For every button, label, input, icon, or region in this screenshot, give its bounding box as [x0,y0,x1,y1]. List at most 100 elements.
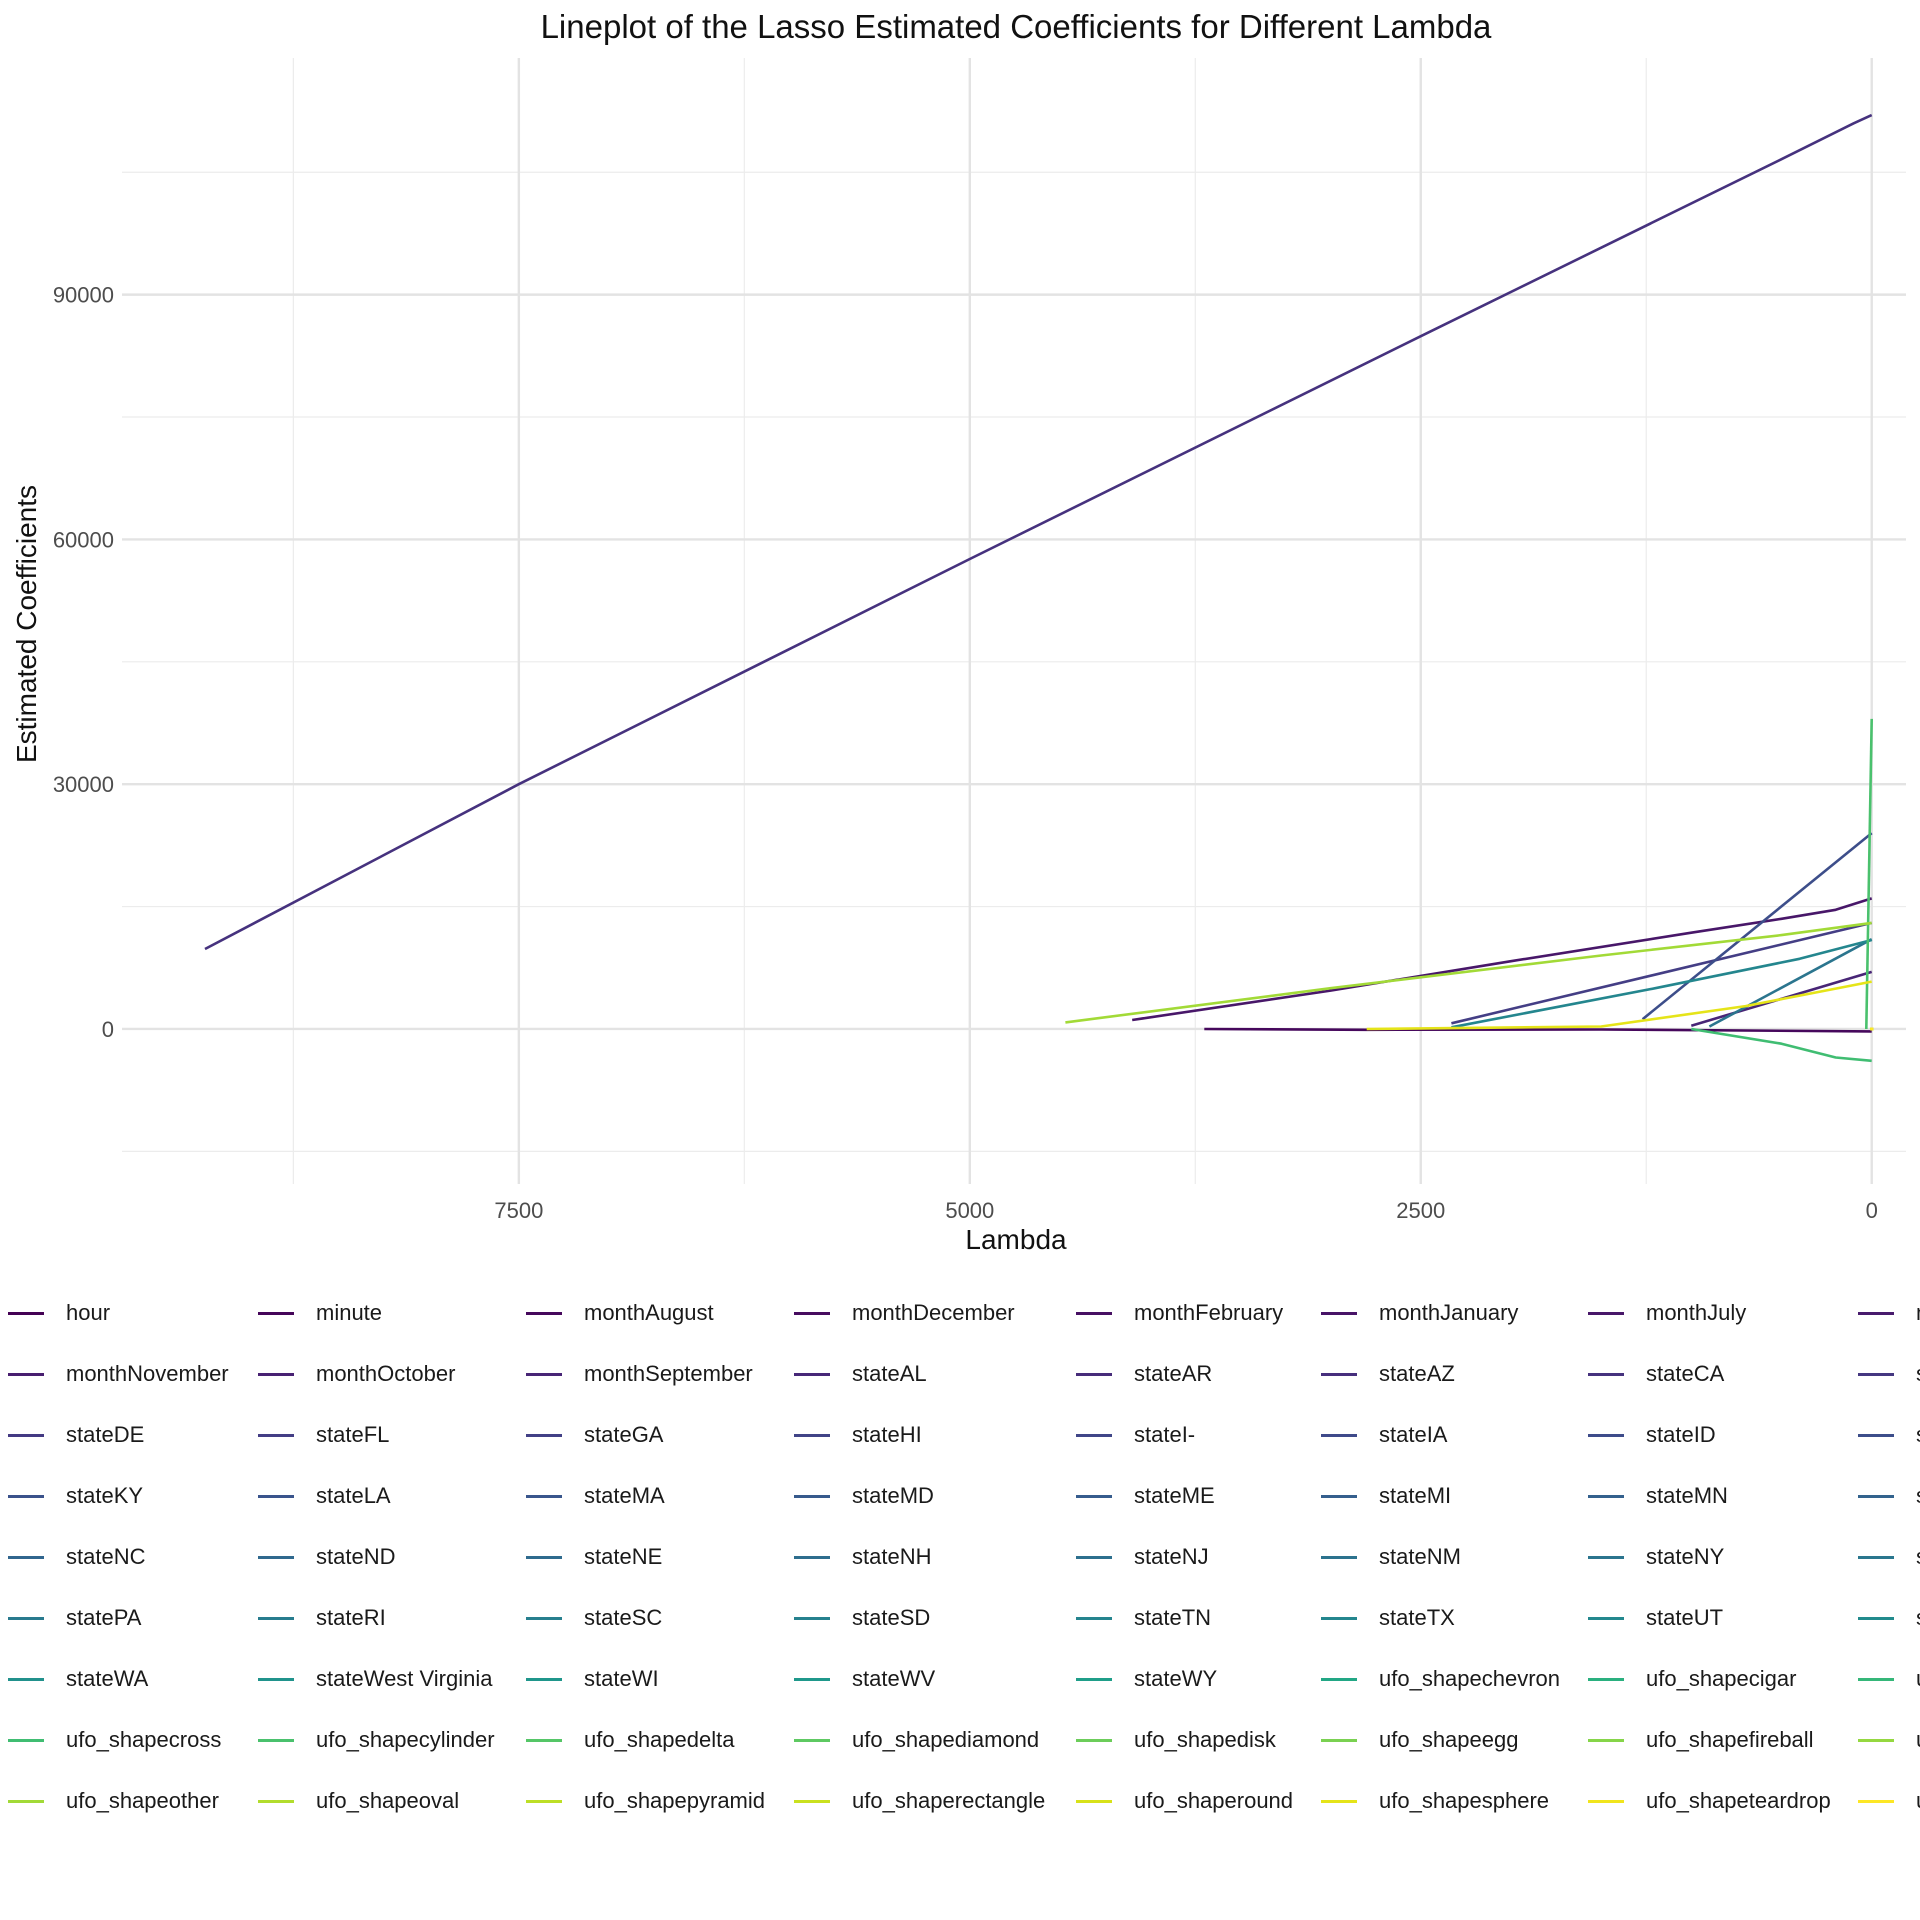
legend-label: ufo_shaperectangle [852,1788,1046,1813]
legend-item: stateNH [786,1542,931,1572]
legend-item: s [1850,1542,1920,1572]
legend-swatch [258,1677,294,1681]
legend-swatch [1321,1555,1357,1559]
legend-swatch [1076,1738,1112,1742]
legend-swatch [1858,1372,1894,1376]
legend-swatch [1321,1799,1357,1803]
legend-swatch [1588,1494,1624,1498]
legend-swatch [1858,1433,1894,1437]
legend-label: stateTX [1379,1605,1455,1630]
legend-swatch [258,1555,294,1559]
legend-label: u [1916,1666,1920,1692]
legend-label: stateHI [852,1422,922,1447]
legend-swatch [8,1433,44,1437]
legend-item: u [1850,1725,1920,1755]
series-line-monthAugust [1204,1027,1872,1033]
legend-swatch [1076,1677,1112,1681]
legend-label: monthOctober [316,1361,456,1386]
legend-label: ufo_shapeother [66,1788,219,1813]
legend-label: stateSD [852,1605,931,1630]
legend-item: stateMA [518,1481,665,1511]
legend-swatch [258,1616,294,1620]
legend-item: monthAugust [518,1298,714,1328]
legend-label: monthFebruary [1134,1300,1284,1325]
legend-label: ufo_shapesphere [1379,1788,1550,1813]
legend-label: s [1916,1361,1920,1387]
legend-label: statePA [66,1605,142,1630]
legend-swatch [1076,1372,1112,1376]
legend-item: ufo_shapechevron [1313,1664,1560,1694]
legend-item: stateNM [1313,1542,1461,1572]
legend-swatch [8,1372,44,1376]
legend-item: monthJuly [1580,1298,1746,1328]
legend: hour minute monthAugust monthDecember monthF… [0,1298,1920,1858]
legend-label: s [1916,1483,1920,1509]
legend-label: stateKY [66,1483,144,1508]
legend-swatch [1588,1677,1624,1681]
legend-label: hour [66,1300,111,1325]
legend-swatch [1076,1799,1112,1803]
legend-label: stateNE [584,1544,663,1569]
legend-swatch [794,1311,830,1315]
legend-item: monthDecember [786,1298,1015,1328]
legend-label: ufo_shapecigar [1646,1666,1797,1691]
legend-item: s [1850,1603,1920,1633]
grid-layer [122,58,1906,1184]
legend-item: statePA [0,1603,141,1633]
legend-item: stateGA [518,1420,663,1450]
legend-label: stateNH [852,1544,932,1569]
legend-swatch [1588,1555,1624,1559]
legend-label: stateMD [852,1483,934,1508]
legend-label: stateWY [1134,1666,1218,1691]
legend-swatch [1858,1311,1894,1315]
legend-item: stateMI [1313,1481,1451,1511]
legend-item: stateNE [518,1542,662,1572]
legend-swatch [794,1616,830,1620]
legend-item: minute [250,1298,382,1328]
legend-swatch [794,1799,830,1803]
legend-label: stateCA [1646,1361,1725,1386]
legend-label: stateTN [1134,1605,1212,1630]
legend-swatch [526,1738,562,1742]
legend-label: ufo_shaperound [1134,1788,1294,1813]
series-line-stateIL [1641,832,1873,1021]
legend-label: monthDecember [852,1300,1015,1325]
legend-label: stateME [1134,1483,1215,1508]
y-tick-label: 60000 [53,527,114,552]
legend-swatch [1588,1799,1624,1803]
legend-label: stateI- [1134,1422,1196,1447]
legend-item: stateDE [0,1420,144,1450]
legend-label: stateND [316,1544,396,1569]
legend-item: u [1850,1664,1920,1694]
legend-label: ufo_shapecylinder [316,1727,495,1752]
legend-label: stateAL [852,1361,927,1386]
legend-label: ufo_shapeoval [316,1788,460,1813]
legend-item: stateSC [518,1603,662,1633]
legend-label: stateWV [852,1666,936,1691]
legend-item: stateNJ [1068,1542,1209,1572]
legend-item: stateWY [1068,1664,1217,1694]
legend-swatch [794,1738,830,1742]
series-line-ufo_shapesphere [1366,980,1872,1031]
legend-label: m [1916,1300,1920,1326]
legend-swatch [1076,1494,1112,1498]
legend-label: stateNJ [1134,1544,1209,1569]
series-line-ufo_shapecylinder [1865,718,1873,1030]
legend-label: monthNovember [66,1361,229,1386]
legend-label: stateAR [1134,1361,1213,1386]
legend-label: s [1916,1544,1920,1570]
series-layer [204,113,1874,1063]
legend-item: monthOctober [250,1359,455,1389]
legend-label: stateGA [584,1422,664,1447]
legend-item: stateAZ [1313,1359,1455,1389]
legend-swatch [1321,1677,1357,1681]
legend-item: stateI- [1068,1420,1195,1450]
legend-item: ufo_shapecylinder [250,1725,495,1755]
legend-swatch [1858,1616,1894,1620]
legend-swatch [8,1311,44,1315]
legend-item: monthSeptember [518,1359,753,1389]
legend-label: stateMI [1379,1483,1452,1508]
legend-swatch [526,1433,562,1437]
legend-swatch [1321,1494,1357,1498]
legend-label: stateLA [316,1483,391,1508]
